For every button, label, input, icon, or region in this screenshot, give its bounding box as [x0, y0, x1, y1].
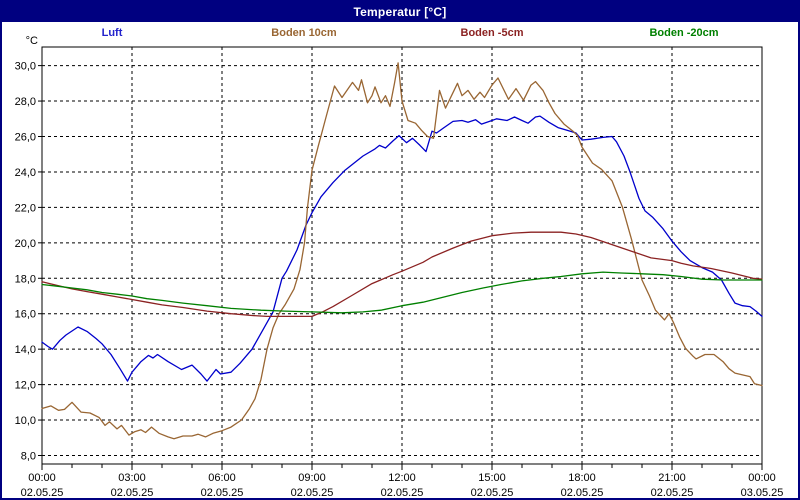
x-tick-date-label: 02.05.25: [21, 487, 64, 498]
series-line-luft: [41, 115, 763, 382]
y-tick-label: 30,0: [15, 61, 36, 73]
x-tick-time-label: 18:00: [568, 472, 596, 484]
x-tick-time-label: 09:00: [298, 472, 326, 484]
y-tick-label: 16,0: [15, 309, 36, 321]
x-tick-time-label: 15:00: [478, 472, 506, 484]
x-tick-time-label: 03:00: [118, 472, 146, 484]
x-tick-time-label: 21:00: [658, 472, 686, 484]
y-tick-label: 10,0: [15, 415, 36, 427]
y-tick-label: 24,0: [15, 167, 36, 179]
series-line-boden-5cm: [41, 231, 763, 318]
x-tick-date-label: 02.05.25: [111, 487, 154, 498]
legend-item-luft: Luft: [101, 27, 123, 39]
title-bar: Temperatur [°C]: [2, 2, 798, 22]
x-tick-time-label: 00:00: [28, 472, 56, 484]
x-tick-date-label: 02.05.25: [471, 487, 514, 498]
legend-item-boden-10cm: Boden 10cm: [271, 27, 337, 39]
x-tick-date-label: 02.05.25: [381, 487, 424, 498]
x-tick-date-label: 03.05.25: [741, 487, 784, 498]
legend-item-boden-minus20cm: Boden -20cm: [649, 27, 719, 39]
y-tick-label: 20,0: [15, 238, 36, 250]
x-tick-date-label: 02.05.25: [291, 487, 334, 498]
x-tick-date-label: 02.05.25: [561, 487, 604, 498]
x-tick-time-label: 12:00: [388, 472, 416, 484]
series-line-boden-20cm: [41, 271, 763, 314]
window-title: Temperatur [°C]: [353, 5, 447, 19]
y-tick-label: 26,0: [15, 131, 36, 143]
x-tick-date-label: 02.05.25: [201, 487, 244, 498]
y-tick-label: 18,0: [15, 273, 36, 285]
y-tick-label: 8,0: [21, 450, 36, 462]
y-tick-label: 14,0: [15, 344, 36, 356]
x-tick-time-label: 00:00: [748, 472, 776, 484]
series-line-boden-10cm: [41, 62, 763, 440]
x-tick-date-label: 02.05.25: [651, 487, 694, 498]
y-tick-label: 12,0: [15, 380, 36, 392]
y-axis-unit-label: °C: [26, 35, 38, 47]
legend-item-boden-minus5cm: Boden -5cm: [460, 27, 524, 39]
y-tick-label: 28,0: [15, 96, 36, 108]
plot-border: [41, 46, 763, 465]
y-tick-label: 22,0: [15, 202, 36, 214]
x-tick-time-label: 06:00: [208, 472, 236, 484]
